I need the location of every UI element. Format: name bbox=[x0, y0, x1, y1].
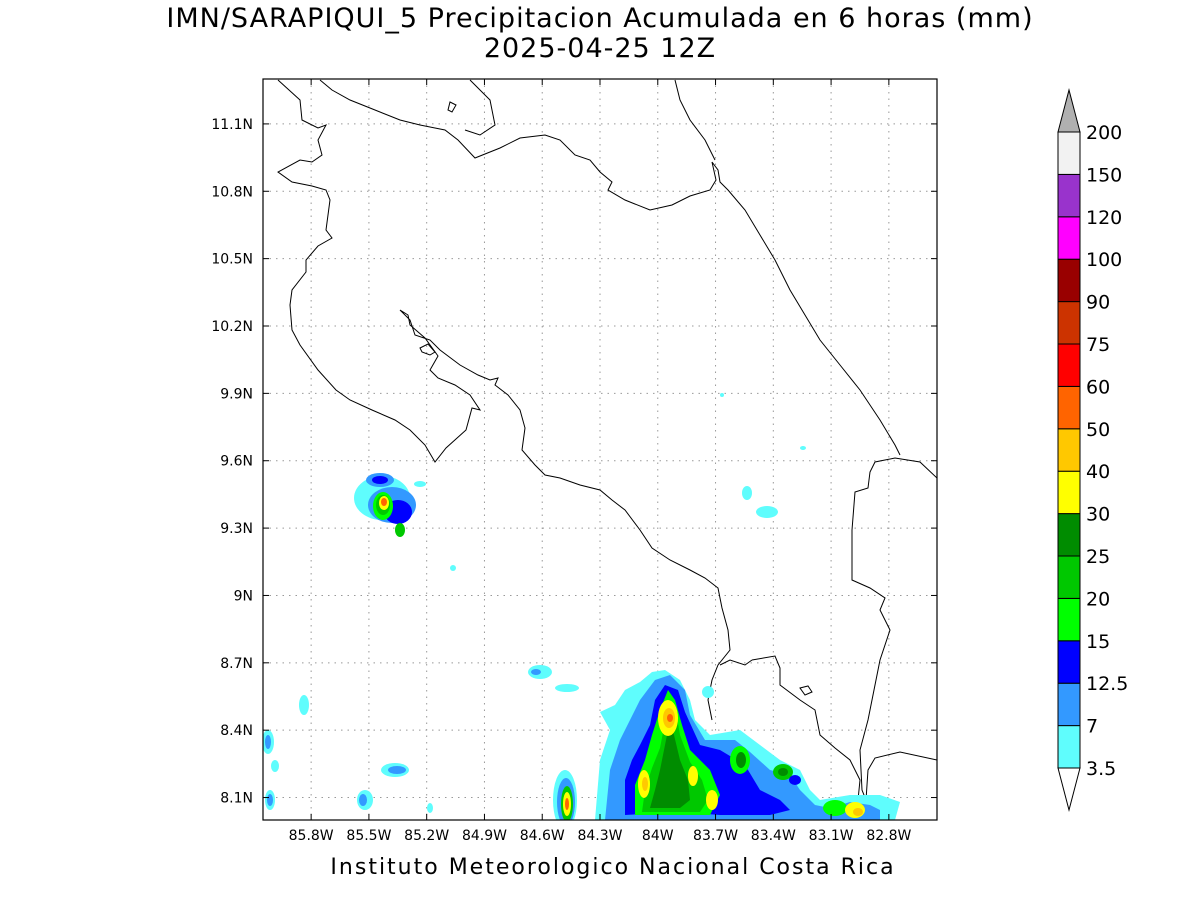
lon-tick-label: 85.5W bbox=[346, 828, 391, 844]
lat-tick-label: 9N bbox=[234, 588, 253, 604]
lat-tick-label: 10.2N bbox=[211, 319, 253, 335]
legend-swatch bbox=[1057, 343, 1081, 387]
legend-swatch bbox=[1057, 131, 1081, 175]
lon-tick-label: 85.2W bbox=[404, 828, 449, 844]
legend-label: 120 bbox=[1086, 207, 1122, 229]
lat-tick-label: 10.5N bbox=[211, 252, 253, 268]
legend-swatch bbox=[1057, 513, 1081, 557]
legend-label: 200 bbox=[1086, 122, 1122, 144]
lat-tick-label: 8.4N bbox=[220, 723, 253, 739]
legend-label: 75 bbox=[1086, 334, 1110, 356]
legend-swatch bbox=[1057, 216, 1081, 260]
precipitation-field bbox=[263, 393, 900, 820]
lat-tick-label: 9.3N bbox=[220, 521, 253, 537]
lat-tick-label: 11.1N bbox=[211, 117, 253, 133]
legend-swatch bbox=[1057, 470, 1081, 515]
lat-tick-label: 8.7N bbox=[220, 656, 253, 672]
legend-label: 60 bbox=[1086, 376, 1110, 398]
footer-credit: Instituto Meteorologico Nacional Costa R… bbox=[330, 855, 896, 880]
lat-tick-label: 10.8N bbox=[211, 184, 253, 200]
lon-tick-label: 83.7W bbox=[693, 828, 738, 844]
legend-arrow-low bbox=[1057, 767, 1081, 812]
lon-tick-label: 83.4W bbox=[751, 828, 796, 844]
legend-label: 25 bbox=[1086, 546, 1110, 568]
graticule bbox=[263, 79, 937, 820]
legend-label: 20 bbox=[1086, 588, 1110, 610]
legend-label: 150 bbox=[1086, 164, 1122, 186]
legend-swatch bbox=[1057, 682, 1081, 727]
legend-label: 12.5 bbox=[1086, 673, 1128, 695]
legend-swatch bbox=[1057, 640, 1081, 684]
legend-label: 7 bbox=[1086, 716, 1098, 738]
axis-ticks: 85.8W 85.5W 85.2W 84.9W 84.6W 84.3W 84W 83.7W 83… bbox=[211, 79, 937, 844]
map-title: IMN/SARAPIQUI_5 Precipitacion Acumulada … bbox=[166, 3, 1034, 34]
lon-tick-label: 82.8W bbox=[866, 828, 911, 844]
legend-label: 50 bbox=[1086, 419, 1110, 441]
legend-label: 90 bbox=[1086, 292, 1110, 314]
lon-tick-label: 83.1W bbox=[809, 828, 854, 844]
legend-label: 40 bbox=[1086, 461, 1110, 483]
legend-label: 30 bbox=[1086, 504, 1110, 526]
color-legend: 3.5 7 12.5 15 20 25 30 40 50 60 75 90 100 120 150 200 bbox=[1057, 88, 1128, 812]
legend-swatch bbox=[1057, 301, 1081, 345]
lon-tick-label: 84W bbox=[642, 828, 674, 844]
legend-arrow-high bbox=[1057, 88, 1081, 133]
legend-label: 100 bbox=[1086, 249, 1122, 271]
legend-label: 3.5 bbox=[1086, 758, 1116, 780]
legend-swatch bbox=[1057, 428, 1081, 472]
map-subtitle-date: 2025-04-25 12Z bbox=[483, 33, 717, 64]
legend-swatch bbox=[1057, 258, 1081, 303]
legend-label: 15 bbox=[1086, 631, 1110, 653]
lat-tick-label: 9.9N bbox=[220, 386, 253, 402]
lon-tick-label: 84.6W bbox=[520, 828, 565, 844]
legend-swatch bbox=[1057, 173, 1081, 218]
legend-swatch bbox=[1057, 725, 1081, 769]
coastline bbox=[277, 79, 937, 820]
map-area bbox=[263, 79, 937, 820]
lat-tick-label: 8.1N bbox=[220, 791, 253, 807]
lon-tick-label: 84.9W bbox=[462, 828, 507, 844]
lon-tick-label: 85.8W bbox=[289, 828, 334, 844]
legend-swatch bbox=[1057, 555, 1081, 599]
lon-tick-label: 84.3W bbox=[577, 828, 622, 844]
legend-swatch bbox=[1057, 597, 1081, 642]
lat-tick-label: 9.6N bbox=[220, 454, 253, 470]
legend-swatch bbox=[1057, 385, 1081, 430]
